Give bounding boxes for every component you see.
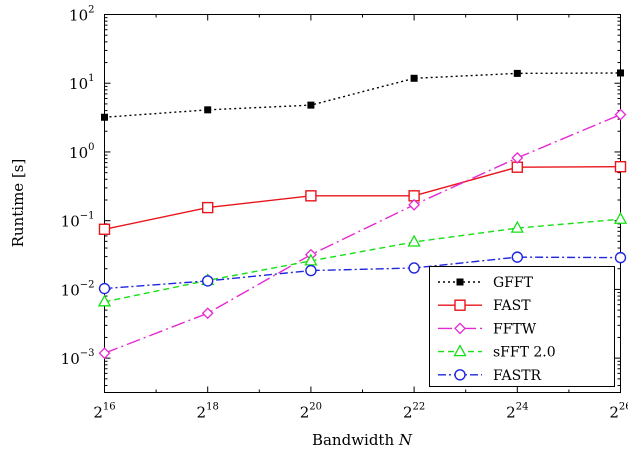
- data-point: [614, 251, 627, 264]
- y-tick-exponent: 0: [88, 142, 94, 153]
- x-tick-exponent: 20: [309, 402, 322, 413]
- data-point: [408, 198, 421, 211]
- series-fast: [98, 161, 627, 235]
- series-line: [104, 166, 621, 230]
- data-point: [307, 101, 315, 109]
- data-point: [98, 282, 111, 295]
- series-fftw: [98, 108, 627, 360]
- x-tick-label: 220: [300, 402, 322, 422]
- data-point: [305, 264, 317, 277]
- axis-labels: Runtime [s] Bandwidth N: [9, 159, 413, 449]
- y-tick-exponent: −1: [80, 211, 95, 222]
- y-tick-base: 10: [69, 7, 88, 25]
- data-point: [101, 113, 108, 121]
- y-tick-exponent: 1: [88, 73, 94, 84]
- data-point: [407, 234, 421, 247]
- legend-entry: sFFT 2.0: [438, 344, 556, 361]
- x-axis-label-variable: N: [398, 431, 413, 449]
- legend-entry: GFFT: [438, 275, 534, 291]
- y-tick-exponent: 2: [88, 5, 94, 16]
- y-tick-base: 10: [61, 281, 80, 299]
- data-point: [614, 108, 627, 121]
- data-point: [510, 220, 524, 233]
- data-point: [513, 69, 521, 77]
- legend-label: sFFT 2.0: [493, 345, 556, 361]
- legend-entry: FASTR: [438, 368, 542, 384]
- series-line: [104, 256, 621, 290]
- data-point: [305, 190, 317, 202]
- data-point: [410, 74, 418, 82]
- data-point: [511, 151, 524, 164]
- series-line: [104, 113, 621, 354]
- y-tick-label: 101: [69, 73, 94, 93]
- x-tick-base: 2: [197, 404, 207, 422]
- y-tick-label: 100: [69, 142, 94, 162]
- series-gfft: [101, 69, 624, 121]
- x-tick-base: 2: [609, 404, 619, 422]
- data-point: [614, 161, 627, 173]
- y-tick-base: 10: [61, 350, 80, 368]
- data-point: [408, 262, 420, 274]
- y-tick-exponent: −3: [80, 348, 95, 359]
- x-tick-base: 2: [506, 404, 516, 422]
- y-tick-label: 10−1: [61, 211, 95, 231]
- series-line: [104, 218, 621, 303]
- y-tick-base: 10: [69, 75, 88, 93]
- x-tick-label: 222: [403, 402, 425, 422]
- y-tick-base: 10: [61, 213, 80, 231]
- x-axis-label: Bandwidth N: [312, 431, 413, 449]
- x-tick-base: 2: [93, 404, 103, 422]
- data-point: [511, 251, 523, 263]
- legend-entry: FAST: [438, 298, 531, 314]
- legend-marker: [454, 299, 466, 311]
- x-tick-exponent: 26: [619, 402, 628, 413]
- legend-marker: [454, 322, 466, 335]
- x-tick-base: 2: [403, 404, 413, 422]
- x-tick-label: 226: [609, 402, 628, 422]
- y-tick-label: 10−2: [61, 279, 95, 299]
- data-point: [613, 211, 628, 224]
- legend-label: GFFT: [493, 275, 534, 291]
- data-point: [201, 307, 214, 320]
- legend-label: FAST: [493, 298, 531, 314]
- legend-entry: FFTW: [438, 321, 537, 337]
- y-axis-label: Runtime [s]: [9, 159, 27, 248]
- y-tick-label: 102: [69, 5, 94, 25]
- x-tick-label: 216: [93, 402, 115, 422]
- data-point: [98, 223, 111, 235]
- data-point: [204, 106, 212, 114]
- legend-label: FASTR: [493, 368, 542, 384]
- x-axis-label-text: Bandwidth: [312, 431, 394, 449]
- x-tick-label: 218: [197, 402, 219, 422]
- x-tick-exponent: 16: [103, 402, 116, 413]
- series-fastr: [98, 251, 627, 295]
- y-tick-exponent: −2: [80, 279, 95, 290]
- legend-marker: [454, 369, 466, 381]
- x-tick-exponent: 24: [516, 402, 529, 413]
- series-layer: [97, 69, 628, 360]
- y-tick-label: 10−3: [61, 348, 95, 368]
- x-tick-base: 2: [300, 404, 310, 422]
- data-point: [201, 275, 214, 287]
- data-point: [201, 201, 214, 214]
- legend-label: FFTW: [493, 321, 537, 337]
- x-tick-exponent: 22: [413, 402, 426, 413]
- y-tick-base: 10: [69, 144, 88, 162]
- series-line: [104, 72, 621, 118]
- legend: GFFT FAST FFTW sFFT 2.0 FASTR: [429, 266, 615, 387]
- x-tick-exponent: 18: [206, 402, 219, 413]
- legend-marker: [453, 344, 467, 357]
- legend-marker: [456, 278, 464, 286]
- x-tick-label: 224: [506, 402, 528, 422]
- data-point: [97, 294, 112, 307]
- data-point: [617, 69, 624, 77]
- data-point: [98, 347, 111, 360]
